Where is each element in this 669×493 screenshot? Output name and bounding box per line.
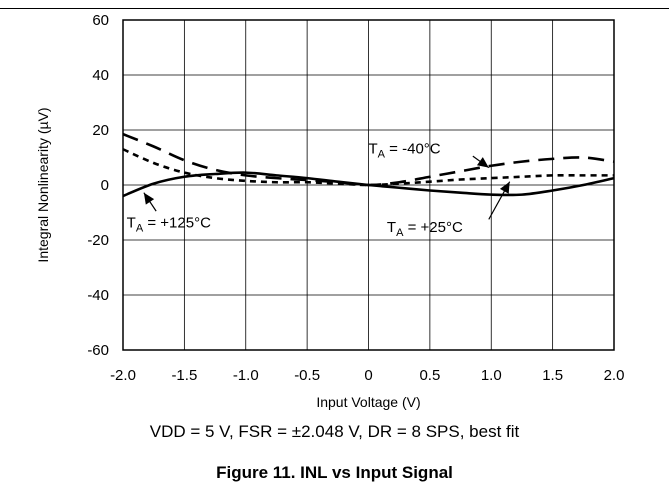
x-tick-label-7: 1.5 xyxy=(542,367,563,384)
page-top-rule xyxy=(0,8,669,9)
y-tick-label-6: -60 xyxy=(87,342,109,359)
x-tick-label-6: 1.0 xyxy=(481,367,502,384)
x-tick-label-2: -1.0 xyxy=(233,367,259,384)
y-tick-label-4: -20 xyxy=(87,232,109,249)
figure-caption: Figure 11. INL vs Input Signal xyxy=(216,463,453,482)
annotation-plus125c: TA = +125°C xyxy=(127,215,211,235)
x-axis-label: Input Voltage (V) xyxy=(316,394,420,410)
x-tick-label-4: 0 xyxy=(364,367,372,384)
x-tick-label-0: -2.0 xyxy=(110,367,136,384)
inl-chart: -2.0 -1.5 -1.0 -0.5 0 0.5 1.0 1.5 2.0 60 40 20 0 -20 -… xyxy=(35,12,624,410)
x-tick-label-5: 0.5 xyxy=(419,367,440,384)
y-tick-label-2: 20 xyxy=(92,122,109,139)
x-tick-label-3: -0.5 xyxy=(294,367,320,384)
y-tick-label-3: 0 xyxy=(101,177,109,194)
annotation-arrow-head-2 xyxy=(143,192,155,205)
test-conditions: VDD = 5 V, FSR = ±2.048 V, DR = 8 SPS, b… xyxy=(149,422,520,441)
series-line-2 xyxy=(122,171,615,198)
annotation-plus25c: TA = +25°C xyxy=(387,219,463,239)
annotation-arrow-head-1 xyxy=(499,181,510,194)
y-tick-label-0: 60 xyxy=(92,12,109,29)
series-layer xyxy=(122,132,615,198)
y-axis-label: Integral Nonlinearity (µV) xyxy=(35,107,51,262)
y-tick-label-5: -40 xyxy=(87,287,109,304)
x-tick-label-8: 2.0 xyxy=(604,367,625,384)
plot-area-border xyxy=(122,19,615,351)
x-tick-label-1: -1.5 xyxy=(171,367,197,384)
annotation-minus40c: TA = -40°C xyxy=(369,140,441,160)
y-tick-label-1: 40 xyxy=(92,67,109,84)
annotation-arrow-head-0 xyxy=(476,157,489,168)
tick-labels: -2.0 -1.5 -1.0 -0.5 0 0.5 1.0 1.5 2.0 60 40 20 0 -20 -… xyxy=(87,12,624,384)
annotation-arrows xyxy=(143,155,511,220)
